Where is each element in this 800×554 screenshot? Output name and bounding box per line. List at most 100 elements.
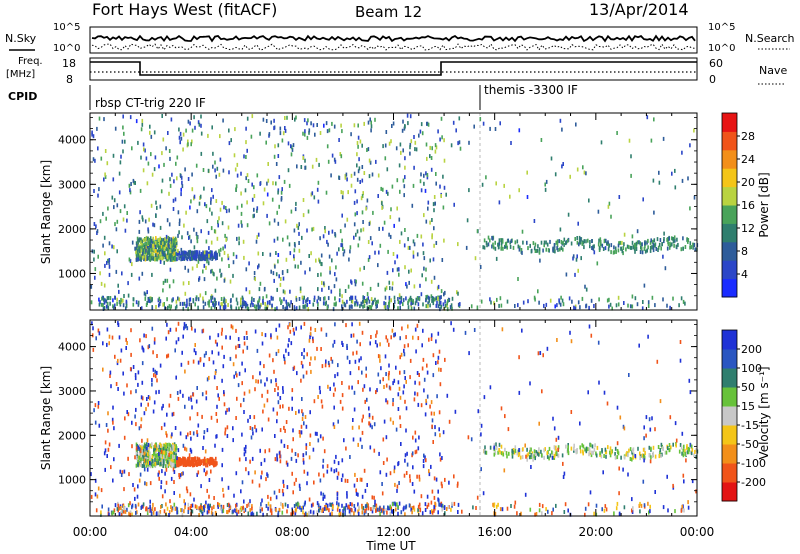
data-point [608,304,610,309]
data-point [283,483,285,488]
data-point [110,465,112,470]
data-point [227,485,230,490]
data-point [167,455,169,460]
data-point [298,297,301,301]
data-point [606,241,608,246]
data-point [477,409,480,414]
data-point [407,299,410,304]
data-point [92,134,95,139]
data-point [366,292,369,297]
data-point [137,484,139,489]
data-point [682,246,684,251]
data-point [235,503,237,508]
data-point [339,229,342,234]
data-point [138,276,141,281]
data-point [165,457,167,462]
data-point [194,456,196,461]
data-point [212,360,215,365]
data-point [244,301,247,305]
data-point [214,168,216,173]
data-point [233,374,235,379]
data-point [399,355,401,360]
data-point [166,252,169,257]
data-point [439,502,441,507]
data-point [531,451,534,456]
data-point [189,121,191,126]
data-point [417,504,420,509]
data-point [304,270,306,275]
data-point [259,371,261,376]
data-point [141,255,144,260]
data-point [476,305,479,310]
data-point [251,456,254,461]
data-point [317,199,320,204]
data-point [329,512,331,517]
data-point [235,254,238,259]
data-point [362,387,364,392]
data-point [171,243,174,248]
data-point [116,506,119,511]
data-point [158,389,160,394]
data-point [578,238,581,243]
nave-tick-high: 60 [709,57,723,70]
data-point [123,469,126,474]
data-point [505,244,507,249]
data-point [428,469,430,474]
data-point [303,118,306,123]
data-point [311,164,314,169]
data-point [364,504,367,509]
data-point [206,463,209,468]
data-point [282,289,285,294]
data-point [168,510,171,515]
data-point [369,305,372,310]
data-point [399,305,401,310]
data-point [174,236,177,241]
data-point [95,224,97,229]
data-point [158,164,160,169]
data-point [374,502,376,507]
data-point [404,156,406,161]
data-point [159,445,161,450]
data-point [190,457,192,462]
data-point [497,502,499,507]
data-point [390,139,392,144]
data-point [456,483,459,488]
data-point [170,248,172,252]
data-point [582,444,585,449]
data-point [430,167,433,172]
data-point [241,480,244,485]
data-point [489,126,491,131]
data-point [114,303,116,308]
data-point [290,209,293,214]
data-point [206,254,209,259]
data-point [163,249,165,253]
data-point [670,445,672,450]
data-point [578,242,580,247]
data-point [367,506,370,511]
data-point [341,299,344,304]
data-point [399,424,402,428]
data-point [306,352,308,357]
data-point [300,260,302,265]
data-point [313,298,316,302]
data-point [422,302,424,307]
data-point [643,246,646,251]
data-point [291,147,294,152]
data-point [639,454,642,458]
data-point [682,473,685,478]
data-point [428,472,431,477]
data-point [91,132,93,137]
data-point [155,458,158,463]
data-point [301,295,304,300]
data-point [468,188,470,193]
data-point [639,509,641,514]
data-point [243,302,246,307]
data-point [291,471,293,476]
data-point [589,443,592,448]
data-point [130,352,132,357]
data-point [131,262,133,267]
data-point [397,267,400,272]
data-point [164,464,167,469]
data-point [360,477,363,482]
data-point [180,247,183,252]
